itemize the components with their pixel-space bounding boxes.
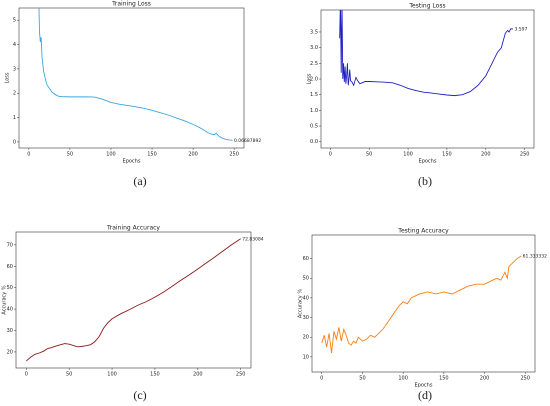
x-tick-label: 100 bbox=[403, 152, 413, 158]
y-axis-label: Accuracy % bbox=[298, 289, 304, 318]
y-tick-label: 30 bbox=[303, 315, 309, 321]
chart-title: Training Accuracy bbox=[106, 225, 160, 232]
x-axis-label: Epochs bbox=[123, 159, 141, 165]
x-tick-label: 200 bbox=[481, 152, 491, 158]
y-tick-label: 0.5 bbox=[310, 124, 318, 130]
y-tick-label: 20 bbox=[7, 349, 13, 355]
x-tick-label: 50 bbox=[366, 152, 372, 158]
panel-caption: (a) bbox=[133, 174, 146, 188]
x-tick-label: 250 bbox=[520, 152, 530, 158]
y-tick-label: 1 bbox=[13, 115, 16, 121]
x-tick-label: 0 bbox=[329, 152, 332, 158]
y-axis-label: Accuracy % bbox=[2, 285, 8, 314]
x-tick-label: 250 bbox=[236, 372, 246, 378]
y-tick-label: 1.5 bbox=[310, 92, 318, 98]
panel-caption: (b) bbox=[418, 174, 432, 188]
y-tick-label: 3 bbox=[13, 66, 16, 72]
x-axis-label: Epochs bbox=[419, 159, 437, 165]
x-tick-label: 150 bbox=[439, 376, 449, 382]
x-tick-label: 50 bbox=[67, 152, 73, 158]
y-tick-label: 0 bbox=[13, 139, 16, 145]
plot-frame bbox=[18, 7, 245, 149]
y-tick-label: 40 bbox=[7, 307, 13, 313]
x-tick-label: 150 bbox=[147, 152, 157, 158]
annotation: 0.06687892 bbox=[234, 138, 261, 144]
y-tick-label: 50 bbox=[7, 285, 13, 291]
y-tick-label: 60 bbox=[7, 264, 13, 270]
chart-title: Training Loss bbox=[111, 1, 151, 8]
y-tick-label: 1.0 bbox=[310, 108, 318, 114]
x-tick-label: 0 bbox=[25, 372, 28, 378]
x-tick-label: 50 bbox=[359, 376, 365, 382]
x-tick-label: 0 bbox=[320, 376, 323, 382]
y-tick-label: 3.0 bbox=[310, 45, 318, 51]
x-tick-label: 200 bbox=[193, 372, 203, 378]
x-tick-label: 200 bbox=[188, 152, 198, 158]
y-tick-label: 70 bbox=[7, 242, 13, 248]
x-tick-label: 250 bbox=[520, 376, 530, 382]
x-tick-label: 250 bbox=[229, 152, 239, 158]
y-tick-label: 2 bbox=[13, 91, 16, 97]
y-tick-label: 3.5 bbox=[310, 29, 318, 35]
plot-frame bbox=[320, 9, 535, 149]
y-tick-label: 2.0 bbox=[310, 77, 318, 83]
y-tick-label: 20 bbox=[303, 335, 309, 341]
x-tick-label: 150 bbox=[442, 152, 452, 158]
x-tick-label: 150 bbox=[150, 372, 160, 378]
line-series bbox=[321, 255, 522, 353]
panel-caption: (d) bbox=[418, 388, 432, 402]
y-tick-label: 50 bbox=[303, 276, 309, 282]
panel-caption: (c) bbox=[133, 388, 146, 402]
annotation: 3.597 bbox=[515, 26, 528, 32]
y-tick-label: 60 bbox=[303, 256, 309, 262]
y-tick-label: 40 bbox=[303, 295, 309, 301]
y-axis-label: Loss bbox=[5, 72, 11, 83]
x-tick-label: 50 bbox=[66, 372, 72, 378]
y-tick-label: 10 bbox=[303, 354, 309, 360]
x-tick-label: 100 bbox=[107, 372, 117, 378]
line-series bbox=[38, 8, 233, 141]
line-series bbox=[25, 238, 241, 362]
y-tick-label: 0.0 bbox=[310, 139, 318, 145]
plot-frame bbox=[15, 231, 252, 369]
line-series bbox=[339, 10, 514, 97]
x-tick-label: 200 bbox=[480, 376, 490, 382]
y-tick-label: 4 bbox=[13, 42, 16, 48]
x-tick-label: 100 bbox=[398, 376, 408, 382]
y-tick-label: 2.5 bbox=[310, 61, 318, 67]
y-axis-label: Loss bbox=[307, 73, 313, 84]
x-tick-label: 0 bbox=[27, 152, 30, 158]
x-axis-label: Epochs bbox=[415, 383, 433, 389]
plot-frame bbox=[311, 234, 536, 373]
annotation: 72.83084 bbox=[242, 236, 264, 242]
chart-title: Testing Loss bbox=[408, 3, 445, 10]
annotation: 61.333332 bbox=[523, 253, 547, 259]
y-tick-label: 5 bbox=[13, 18, 16, 24]
y-tick-label: 30 bbox=[7, 328, 13, 334]
x-tick-label: 100 bbox=[106, 152, 116, 158]
chart-title: Testing Accuracy bbox=[397, 228, 449, 235]
